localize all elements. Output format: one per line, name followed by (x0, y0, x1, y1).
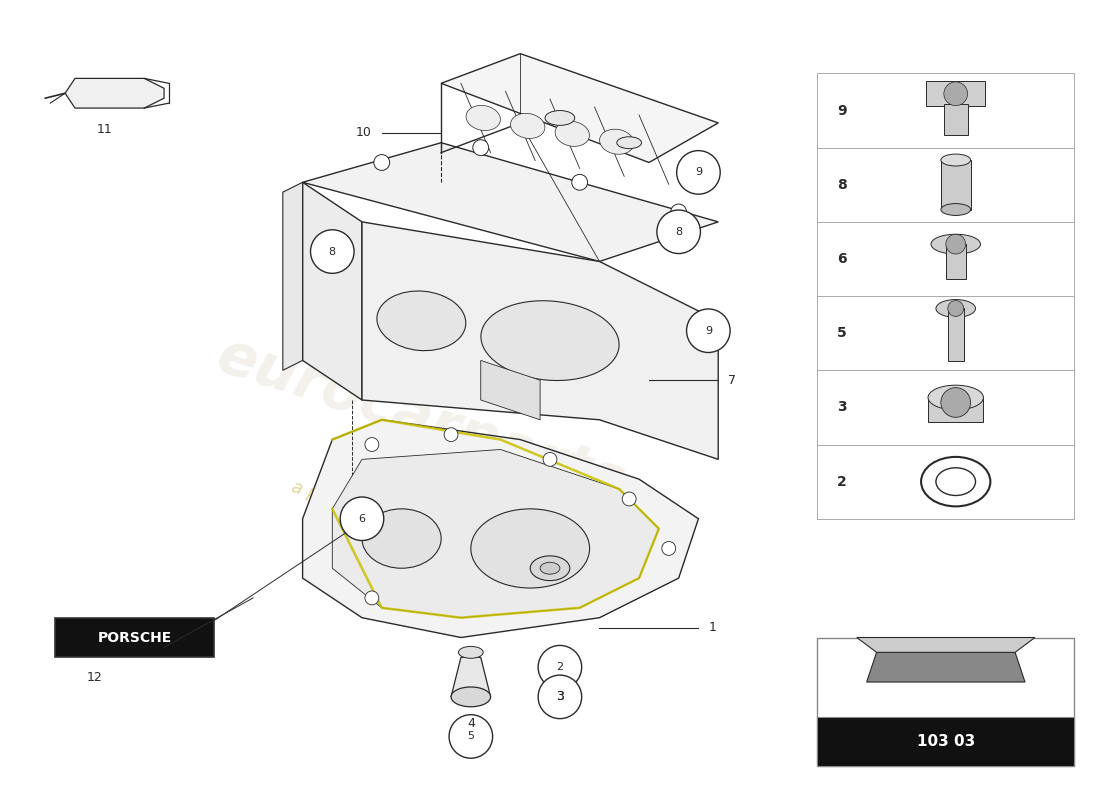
Circle shape (538, 675, 582, 718)
Ellipse shape (471, 509, 590, 588)
Bar (817, 638, 1075, 766)
Circle shape (538, 646, 582, 689)
Text: 3: 3 (837, 401, 847, 414)
Ellipse shape (556, 122, 590, 146)
Text: 9: 9 (837, 103, 847, 118)
Text: 8: 8 (837, 178, 847, 192)
Circle shape (310, 230, 354, 274)
Text: 7: 7 (728, 374, 736, 386)
Bar (817, 717, 1075, 766)
Polygon shape (441, 54, 718, 162)
Bar (817, 370, 1075, 445)
Text: PORSCHE: PORSCHE (97, 630, 172, 645)
Ellipse shape (481, 301, 619, 381)
Bar (948, 309, 964, 361)
Ellipse shape (940, 203, 970, 215)
Circle shape (623, 492, 636, 506)
Circle shape (686, 309, 730, 353)
Text: 12: 12 (87, 670, 102, 683)
Ellipse shape (466, 106, 500, 130)
Ellipse shape (377, 291, 465, 350)
Ellipse shape (617, 137, 641, 149)
Text: 11: 11 (97, 123, 112, 136)
Polygon shape (362, 222, 718, 459)
Circle shape (543, 453, 557, 466)
Ellipse shape (451, 687, 491, 706)
Polygon shape (867, 652, 1025, 682)
Bar (817, 296, 1075, 370)
Polygon shape (302, 420, 698, 638)
Ellipse shape (936, 299, 976, 318)
Bar (926, 81, 986, 106)
Polygon shape (302, 182, 362, 400)
Ellipse shape (940, 154, 970, 166)
Ellipse shape (928, 385, 983, 410)
Bar (944, 104, 968, 135)
Text: 6: 6 (359, 514, 365, 524)
Ellipse shape (600, 129, 634, 154)
Text: 6: 6 (837, 252, 847, 266)
Text: a passion for parts since 1985: a passion for parts since 1985 (289, 478, 553, 579)
Text: 103 03: 103 03 (916, 734, 975, 749)
Circle shape (657, 210, 701, 254)
Polygon shape (302, 142, 718, 262)
Circle shape (948, 301, 964, 316)
Text: 1: 1 (708, 621, 716, 634)
Ellipse shape (530, 556, 570, 581)
Text: 2: 2 (837, 474, 847, 489)
Text: 3: 3 (556, 690, 564, 703)
Polygon shape (332, 450, 659, 618)
Bar (817, 445, 1075, 518)
Circle shape (572, 174, 587, 190)
Circle shape (671, 204, 686, 220)
Bar (940, 160, 970, 210)
Ellipse shape (540, 562, 560, 574)
Text: 10: 10 (356, 126, 372, 139)
Text: 9: 9 (705, 326, 712, 336)
Circle shape (676, 150, 720, 194)
Circle shape (946, 234, 966, 254)
Text: 3: 3 (556, 690, 564, 703)
Bar (817, 148, 1075, 222)
Text: 5: 5 (468, 731, 474, 742)
Circle shape (940, 388, 970, 418)
Circle shape (473, 140, 488, 155)
Polygon shape (283, 182, 302, 370)
Text: 2: 2 (557, 662, 563, 672)
Text: 8: 8 (329, 246, 336, 257)
Ellipse shape (936, 468, 976, 495)
Circle shape (365, 591, 378, 605)
Ellipse shape (546, 110, 574, 126)
Ellipse shape (510, 114, 544, 138)
Circle shape (365, 438, 378, 451)
Circle shape (449, 714, 493, 758)
Circle shape (444, 428, 458, 442)
Circle shape (944, 82, 968, 106)
Circle shape (340, 497, 384, 541)
Bar (928, 398, 983, 422)
Polygon shape (451, 658, 491, 697)
Ellipse shape (921, 457, 990, 506)
Bar (946, 244, 966, 278)
Bar (817, 74, 1075, 148)
Ellipse shape (931, 234, 980, 254)
Polygon shape (481, 361, 540, 420)
Ellipse shape (459, 646, 483, 658)
Polygon shape (65, 78, 164, 108)
Polygon shape (857, 638, 1035, 652)
Ellipse shape (362, 509, 441, 568)
Text: 9: 9 (695, 167, 702, 178)
Bar (817, 222, 1075, 296)
FancyBboxPatch shape (55, 618, 213, 658)
Text: 8: 8 (675, 226, 682, 237)
Text: 4: 4 (466, 717, 475, 730)
Circle shape (662, 542, 675, 555)
Text: eurocarparts: eurocarparts (210, 327, 632, 513)
Circle shape (374, 154, 389, 170)
Text: 5: 5 (837, 326, 847, 340)
